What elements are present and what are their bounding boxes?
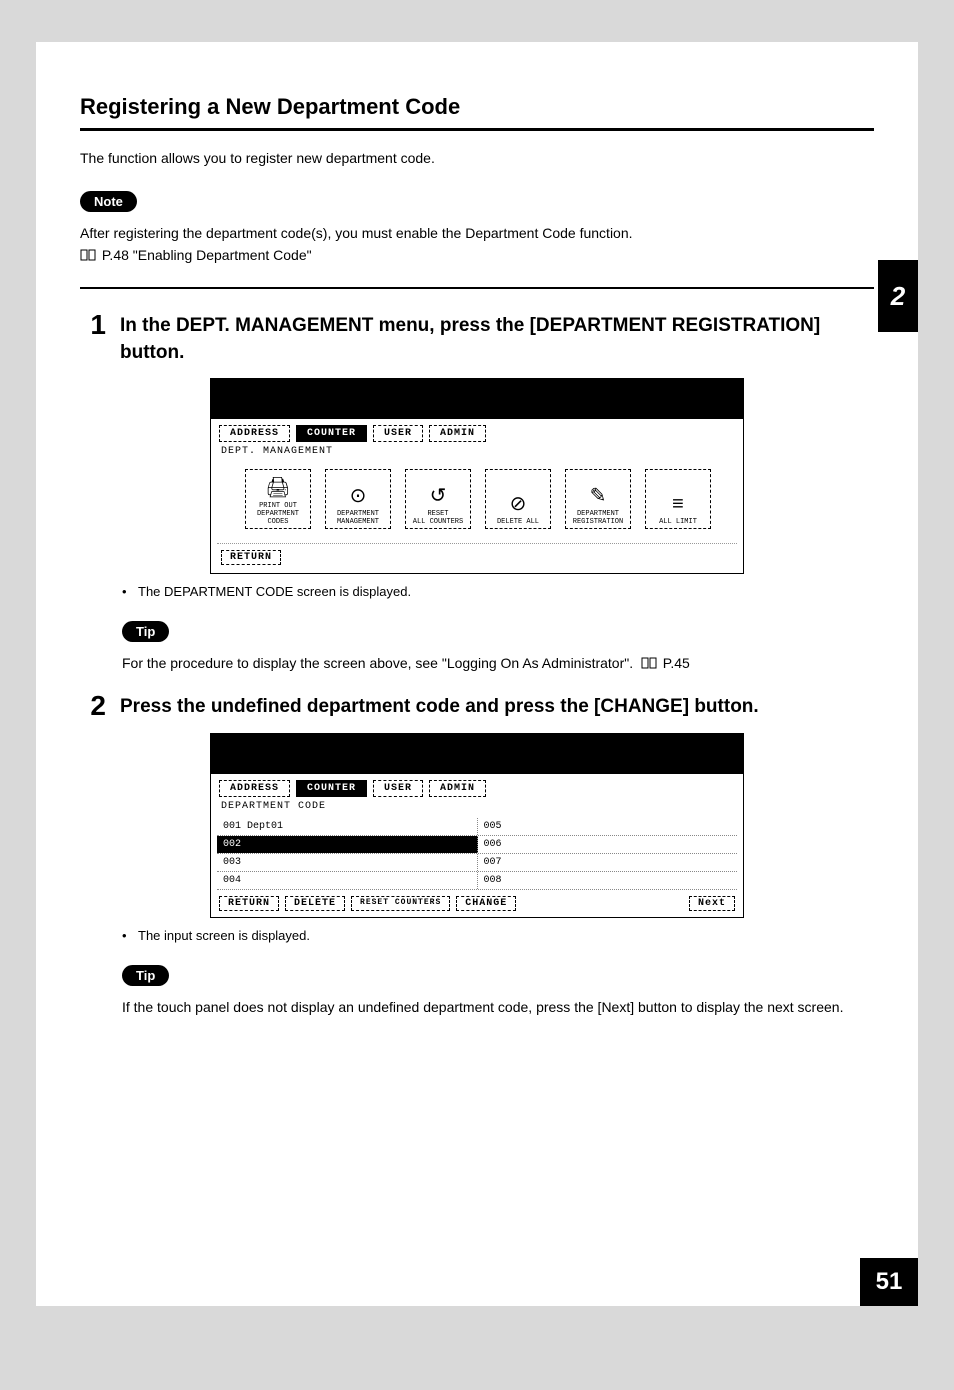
screenshot-icon-row: 🖨PRINT OUT DEPARTMENT CODES ⊙DEPARTMENT … — [217, 463, 737, 544]
tip-badge: Tip — [122, 621, 169, 642]
tip-badge: Tip — [122, 965, 169, 986]
step-number: 1 — [80, 311, 106, 339]
page-number: 51 — [860, 1258, 918, 1306]
all-limit-button: ≡ALL LIMIT — [645, 469, 711, 529]
screenshot-2: ADDRESS COUNTER USER ADMIN DEPARTMENT CO… — [210, 733, 744, 918]
screenshot-title-bar — [211, 734, 743, 774]
register-icon: ✎ — [590, 488, 607, 508]
tab-admin: ADMIN — [429, 425, 486, 442]
list-row: 001 Dept01 005 — [217, 818, 737, 836]
step2-bullet: • The input screen is displayed. — [80, 928, 874, 943]
intro-text: The function allows you to register new … — [80, 149, 874, 169]
screenshot-title-bar — [211, 379, 743, 419]
screenshot-subtitle: DEPT. MANAGEMENT — [211, 444, 743, 463]
reset-counters-button: RESET COUNTERS — [351, 896, 450, 911]
tab-address: ADDRESS — [219, 780, 290, 797]
screenshot-1: ADDRESS COUNTER USER ADMIN DEPT. MANAGEM… — [210, 378, 744, 574]
bullet-text: The input screen is displayed. — [138, 928, 310, 943]
note-badge: Note — [80, 191, 137, 212]
step-number: 2 — [80, 692, 106, 720]
delete-icon: ⊘ — [510, 496, 527, 516]
note-reference: P.48 "Enabling Department Code" — [80, 247, 874, 263]
step-instruction: Press the undefined department code and … — [120, 692, 759, 721]
list-row: 002 006 — [217, 836, 737, 854]
screenshot-footer: RETURN — [211, 544, 743, 573]
tip2-block: Tip If the touch panel does not display … — [80, 943, 874, 1018]
section-heading: Registering a New Department Code — [80, 94, 874, 120]
next-button: Next — [689, 896, 735, 911]
document-page: Registering a New Department Code The fu… — [36, 42, 918, 1306]
list-row: 004 008 — [217, 872, 737, 890]
bullet-text: The DEPARTMENT CODE screen is displayed. — [138, 584, 411, 599]
list-cell: 008 — [478, 872, 738, 889]
chapter-tab: 2 — [878, 260, 918, 332]
gauge-icon: ⊙ — [350, 488, 367, 508]
dept-registration-button: ✎DEPARTMENT REGISTRATION — [565, 469, 631, 529]
step1-bullet: • The DEPARTMENT CODE screen is displaye… — [80, 584, 874, 599]
screenshot-tabs: ADDRESS COUNTER USER ADMIN — [211, 774, 743, 799]
list-cell: 005 — [478, 818, 738, 835]
reset-icon: ↺ — [430, 488, 447, 508]
print-out-button: 🖨PRINT OUT DEPARTMENT CODES — [245, 469, 311, 529]
reset-counters-button: ↺RESET ALL COUNTERS — [405, 469, 471, 529]
bullet-icon: • — [122, 928, 130, 943]
screenshot-tabs: ADDRESS COUNTER USER ADMIN — [211, 419, 743, 444]
tab-user: USER — [373, 425, 423, 442]
list-cell: 001 Dept01 — [217, 818, 478, 835]
list-cell: 007 — [478, 854, 738, 871]
bullet-icon: • — [122, 584, 130, 599]
list-cell-selected: 002 — [217, 836, 478, 853]
tab-admin: ADMIN — [429, 780, 486, 797]
tip1-block: Tip For the procedure to display the scr… — [80, 599, 874, 674]
change-button: CHANGE — [456, 896, 516, 911]
list-row: 003 007 — [217, 854, 737, 872]
tab-address: ADDRESS — [219, 425, 290, 442]
step-2: 2 Press the undefined department code an… — [80, 692, 874, 721]
list-cell: 003 — [217, 854, 478, 871]
delete-button: DELETE — [285, 896, 345, 911]
heading-rule — [80, 128, 874, 131]
book-icon — [641, 655, 657, 667]
divider-rule — [80, 287, 874, 289]
return-button: RETURN — [219, 896, 279, 911]
tip2-text: If the touch panel does not display an u… — [122, 998, 874, 1018]
list-cell: 004 — [217, 872, 478, 889]
return-button: RETURN — [221, 550, 281, 565]
delete-all-button: ⊘DELETE ALL — [485, 469, 551, 529]
tab-user: USER — [373, 780, 423, 797]
footer-buttons: RETURN DELETE RESET COUNTERS CHANGE — [219, 896, 516, 911]
tip1-text: For the procedure to display the screen … — [122, 654, 874, 674]
limit-icon: ≡ — [672, 496, 684, 516]
step-instruction: In the DEPT. MANAGEMENT menu, press the … — [120, 311, 874, 366]
step-1: 1 In the DEPT. MANAGEMENT menu, press th… — [80, 311, 874, 366]
dept-management-button: ⊙DEPARTMENT MANAGEMENT — [325, 469, 391, 529]
note-text: After registering the department code(s)… — [80, 224, 874, 244]
dept-code-list: 001 Dept01 005 002 006 003 007 004 008 — [217, 818, 737, 890]
tip1-ref: P.45 — [663, 655, 690, 671]
screenshot-footer: RETURN DELETE RESET COUNTERS CHANGE Next — [211, 890, 743, 917]
screenshot-subtitle: DEPARTMENT CODE — [211, 799, 743, 818]
note-ref-text: P.48 "Enabling Department Code" — [102, 247, 312, 263]
printer-icon: 🖨 — [265, 480, 290, 500]
list-cell: 006 — [478, 836, 738, 853]
tab-counter: COUNTER — [296, 780, 367, 797]
book-icon — [80, 248, 96, 260]
tab-counter: COUNTER — [296, 425, 367, 442]
